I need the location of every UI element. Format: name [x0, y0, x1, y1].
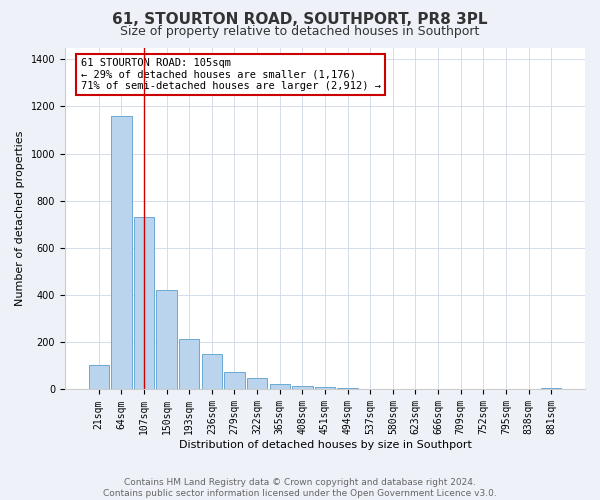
Text: Contains HM Land Registry data © Crown copyright and database right 2024.
Contai: Contains HM Land Registry data © Crown c… — [103, 478, 497, 498]
Text: 61 STOURTON ROAD: 105sqm
← 29% of detached houses are smaller (1,176)
71% of sem: 61 STOURTON ROAD: 105sqm ← 29% of detach… — [80, 58, 380, 91]
Text: 61, STOURTON ROAD, SOUTHPORT, PR8 3PL: 61, STOURTON ROAD, SOUTHPORT, PR8 3PL — [112, 12, 488, 28]
Bar — [337, 388, 358, 390]
Bar — [315, 387, 335, 390]
Bar — [541, 388, 562, 390]
Bar — [89, 364, 109, 390]
Bar — [157, 290, 177, 390]
Bar — [134, 218, 154, 390]
Bar — [360, 389, 380, 390]
Y-axis label: Number of detached properties: Number of detached properties — [15, 131, 25, 306]
X-axis label: Distribution of detached houses by size in Southport: Distribution of detached houses by size … — [179, 440, 472, 450]
Text: Size of property relative to detached houses in Southport: Size of property relative to detached ho… — [121, 25, 479, 38]
Bar — [269, 384, 290, 390]
Bar — [111, 116, 131, 390]
Bar — [247, 378, 267, 390]
Bar — [179, 339, 199, 390]
Bar — [202, 354, 222, 390]
Bar — [292, 386, 313, 390]
Bar — [224, 372, 245, 390]
